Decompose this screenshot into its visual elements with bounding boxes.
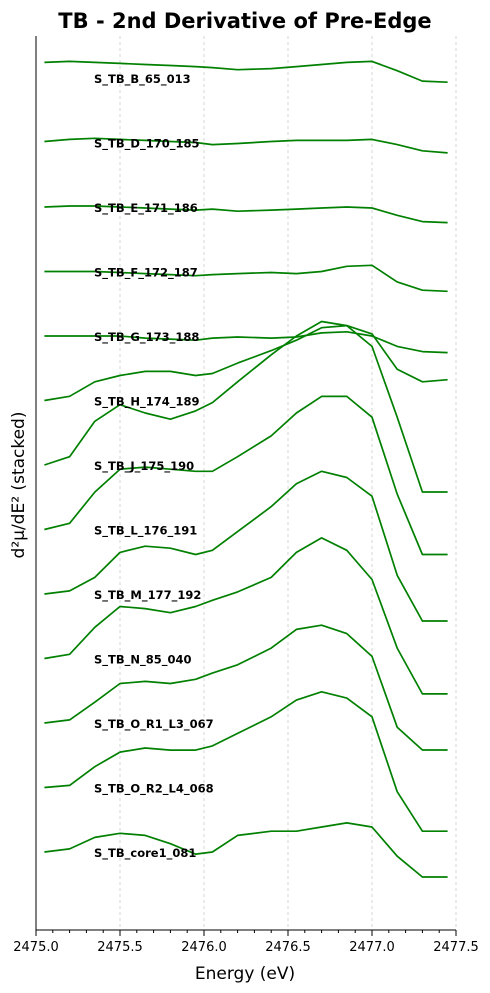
series-layer xyxy=(44,60,448,878)
series-line xyxy=(44,137,448,154)
x-tick-label: 2476.5 xyxy=(265,940,311,955)
series-line xyxy=(44,60,448,84)
series-label: S_TB_J_175_190 xyxy=(94,459,194,474)
axes-layer: 2475.0 2475.5 2476.0 2476.5 2477.0 2477.5 xyxy=(13,36,479,955)
series-label: S_TB_E_171_186 xyxy=(94,201,198,216)
series-label: S_TB_B_65_013 xyxy=(94,72,191,87)
series-line xyxy=(44,330,448,354)
series-label: S_TB_L_176_191 xyxy=(94,524,197,539)
series-label: S_TB_N_85_040 xyxy=(94,653,192,668)
series-line xyxy=(44,690,448,833)
series-label: S_TB_core1_081 xyxy=(94,846,196,861)
series-line xyxy=(44,205,448,224)
series-line xyxy=(44,537,448,695)
series-line xyxy=(44,624,448,751)
series-line xyxy=(44,822,448,878)
labels-layer: S_TB_B_65_013 S_TB_D_170_185 S_TB_E_171_18… xyxy=(94,72,214,861)
series-label: S_TB_F_172_187 xyxy=(94,266,198,281)
series-label: S_TB_D_170_185 xyxy=(94,137,199,152)
x-tick-label: 2477.5 xyxy=(433,940,479,955)
x-tick-label: 2477.0 xyxy=(349,940,395,955)
series-label: S_TB_G_173_188 xyxy=(94,330,199,345)
series-label: S_TB_H_174_189 xyxy=(94,395,200,410)
series-label: S_TB_M_177_192 xyxy=(94,588,201,603)
series-line xyxy=(44,395,448,556)
x-tick-label: 2475.0 xyxy=(13,940,59,955)
chart-title: TB - 2nd Derivative of Pre-Edge xyxy=(58,9,431,33)
x-tick-label: 2475.5 xyxy=(97,940,143,955)
y-axis-label: d²μ/dE² (stacked) xyxy=(9,412,29,559)
series-line xyxy=(44,470,448,622)
series-line xyxy=(44,324,448,402)
grid-layer xyxy=(119,36,457,930)
x-tick-label: 2476.0 xyxy=(181,940,227,955)
series-line xyxy=(44,320,448,493)
series-line xyxy=(44,264,448,293)
x-axis-label: Energy (eV) xyxy=(195,964,295,984)
series-label: S_TB_O_R1_L3_067 xyxy=(94,717,214,732)
series-label: S_TB_O_R2_L4_068 xyxy=(94,782,214,797)
